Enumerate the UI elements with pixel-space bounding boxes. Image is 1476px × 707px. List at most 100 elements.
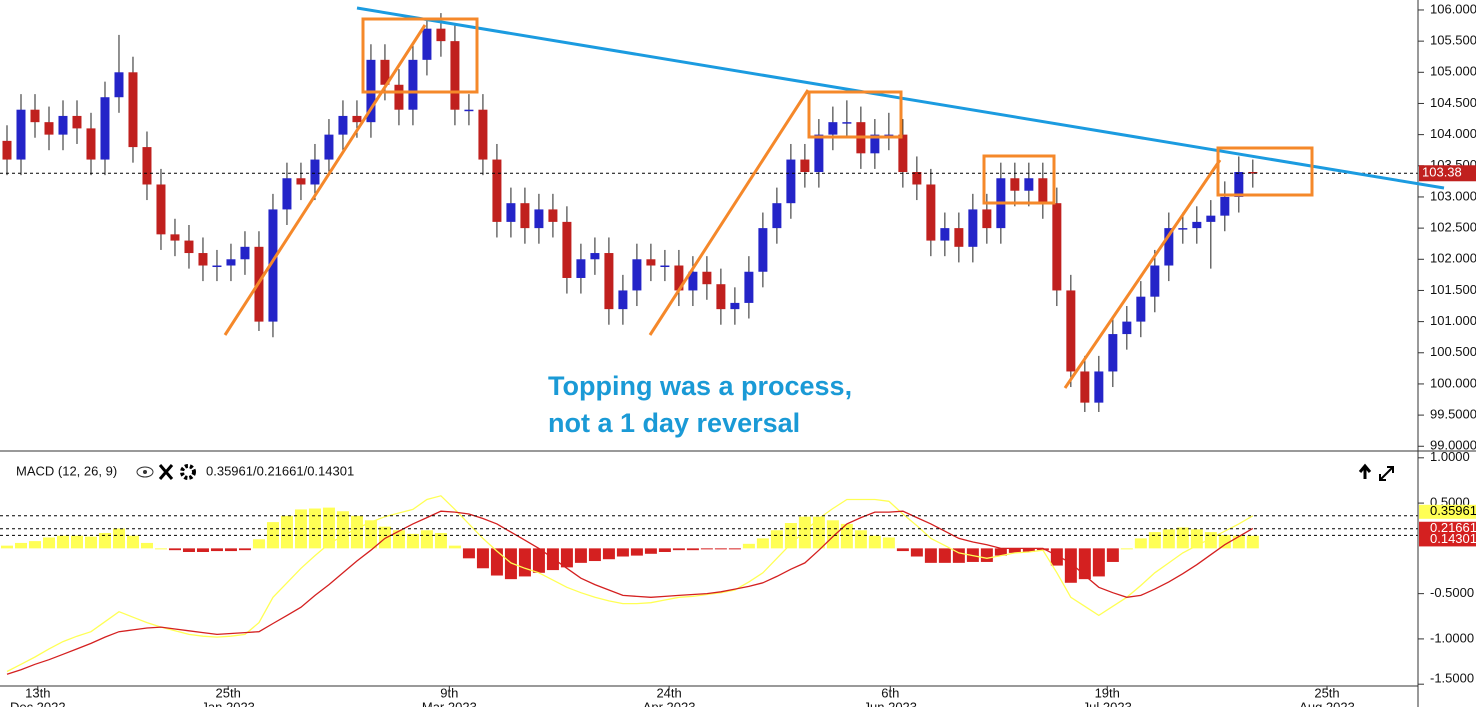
histogram-bar	[616, 548, 629, 557]
histogram-bar	[1120, 548, 1133, 550]
candle-body	[940, 228, 950, 241]
candle-body	[1164, 228, 1174, 266]
candle-body	[1248, 172, 1258, 174]
candle-body	[422, 28, 432, 60]
histogram-bar	[378, 526, 391, 549]
histogram-bar	[938, 548, 951, 563]
candle-body	[1220, 196, 1230, 216]
y-tick-label: 101.000	[1430, 313, 1476, 328]
plot-layer	[0, 13, 1418, 675]
candle-body	[982, 209, 992, 229]
candle-body	[1038, 178, 1048, 204]
histogram-bar	[56, 535, 69, 549]
histogram-bar	[168, 548, 181, 551]
candle-body	[968, 209, 978, 247]
histogram-bar	[1106, 548, 1119, 562]
candle-body	[268, 209, 278, 322]
candle-body	[436, 28, 446, 42]
histogram-bar	[448, 545, 461, 549]
candle-body	[828, 122, 838, 135]
rally-line	[1063, 159, 1222, 389]
histogram-bar	[42, 537, 55, 549]
histogram-bar	[1092, 548, 1105, 577]
candle-body	[1136, 296, 1146, 322]
candle-body	[1234, 172, 1244, 197]
candle-body	[72, 115, 82, 129]
candle-body	[870, 134, 880, 154]
candle-body	[380, 59, 390, 85]
candle-body	[408, 59, 418, 110]
candle-body	[898, 134, 908, 173]
histogram-bar	[868, 535, 881, 549]
indicator-icons	[136, 463, 1394, 481]
histogram-bar	[686, 548, 699, 551]
candle-body	[212, 265, 222, 268]
histogram-bar	[1064, 548, 1077, 583]
candle-body	[198, 253, 208, 266]
candle-body	[1080, 371, 1090, 403]
candle-body	[156, 184, 166, 235]
candle-body	[926, 184, 936, 241]
histogram-bar	[910, 548, 923, 557]
histogram-bar	[714, 548, 727, 550]
candle-body	[534, 209, 544, 229]
x-tick-label: 25th	[216, 685, 241, 700]
histogram-bar	[742, 543, 755, 549]
candle-body	[16, 109, 26, 160]
last-price-label: 103.38	[1422, 165, 1462, 180]
histogram-bar	[238, 548, 251, 551]
eye-icon[interactable]	[136, 466, 154, 478]
histogram-bar	[336, 511, 349, 549]
histogram-bar	[420, 530, 433, 549]
histogram-bar	[70, 535, 83, 549]
histogram-bar	[994, 548, 1007, 556]
histogram-bar	[826, 520, 839, 549]
candle-body	[506, 203, 516, 222]
candle-body	[548, 209, 558, 222]
histogram-bar	[560, 548, 573, 568]
move-up-icon[interactable]	[1358, 463, 1372, 479]
histogram-bar	[434, 532, 447, 549]
expand-icon[interactable]	[1379, 466, 1394, 481]
value-label: 0.35961	[1430, 503, 1476, 518]
candle-body	[702, 271, 712, 285]
close-icon[interactable]	[158, 464, 174, 480]
histogram-bar	[798, 516, 811, 549]
rally-line	[223, 24, 427, 336]
histogram-bar	[0, 545, 13, 549]
x-tick-sublabel: Jan 2023	[201, 699, 255, 707]
y-tick-label: -1.0000	[1430, 630, 1474, 645]
y-tick-label: 99.0000	[1430, 438, 1476, 453]
histogram-bar	[1078, 548, 1091, 580]
histogram-bar	[1162, 529, 1175, 549]
histogram-bar	[406, 533, 419, 549]
x-tick-label: 24th	[656, 685, 681, 700]
histogram-bar	[1246, 535, 1259, 549]
y-tick-label: 103.000	[1430, 188, 1476, 203]
y-tick-label: 104.000	[1430, 126, 1476, 141]
top-box	[1216, 146, 1314, 197]
settings-icon[interactable]	[180, 464, 196, 480]
y-tick-label: -0.5000	[1430, 585, 1474, 600]
candle-body	[520, 203, 530, 229]
candle-body	[30, 109, 40, 123]
histogram-bar	[770, 530, 783, 549]
annotation: Topping was a process,	[548, 371, 852, 401]
value-label: 0.14301	[1430, 531, 1476, 546]
candle-body	[1150, 265, 1160, 297]
candle-body	[1094, 371, 1104, 403]
histogram-bar	[224, 548, 237, 552]
candle-body	[450, 41, 460, 110]
histogram-bar	[980, 548, 993, 562]
histogram-bar	[672, 548, 685, 551]
top-box	[982, 154, 1056, 205]
candle-body	[632, 259, 642, 291]
candle-body	[884, 134, 894, 137]
value-marker	[1419, 504, 1476, 519]
candle-body	[1010, 178, 1020, 191]
histogram-bar	[728, 548, 741, 550]
candle-body	[2, 140, 12, 160]
histogram-bar	[532, 548, 545, 573]
candle-body	[170, 234, 180, 241]
